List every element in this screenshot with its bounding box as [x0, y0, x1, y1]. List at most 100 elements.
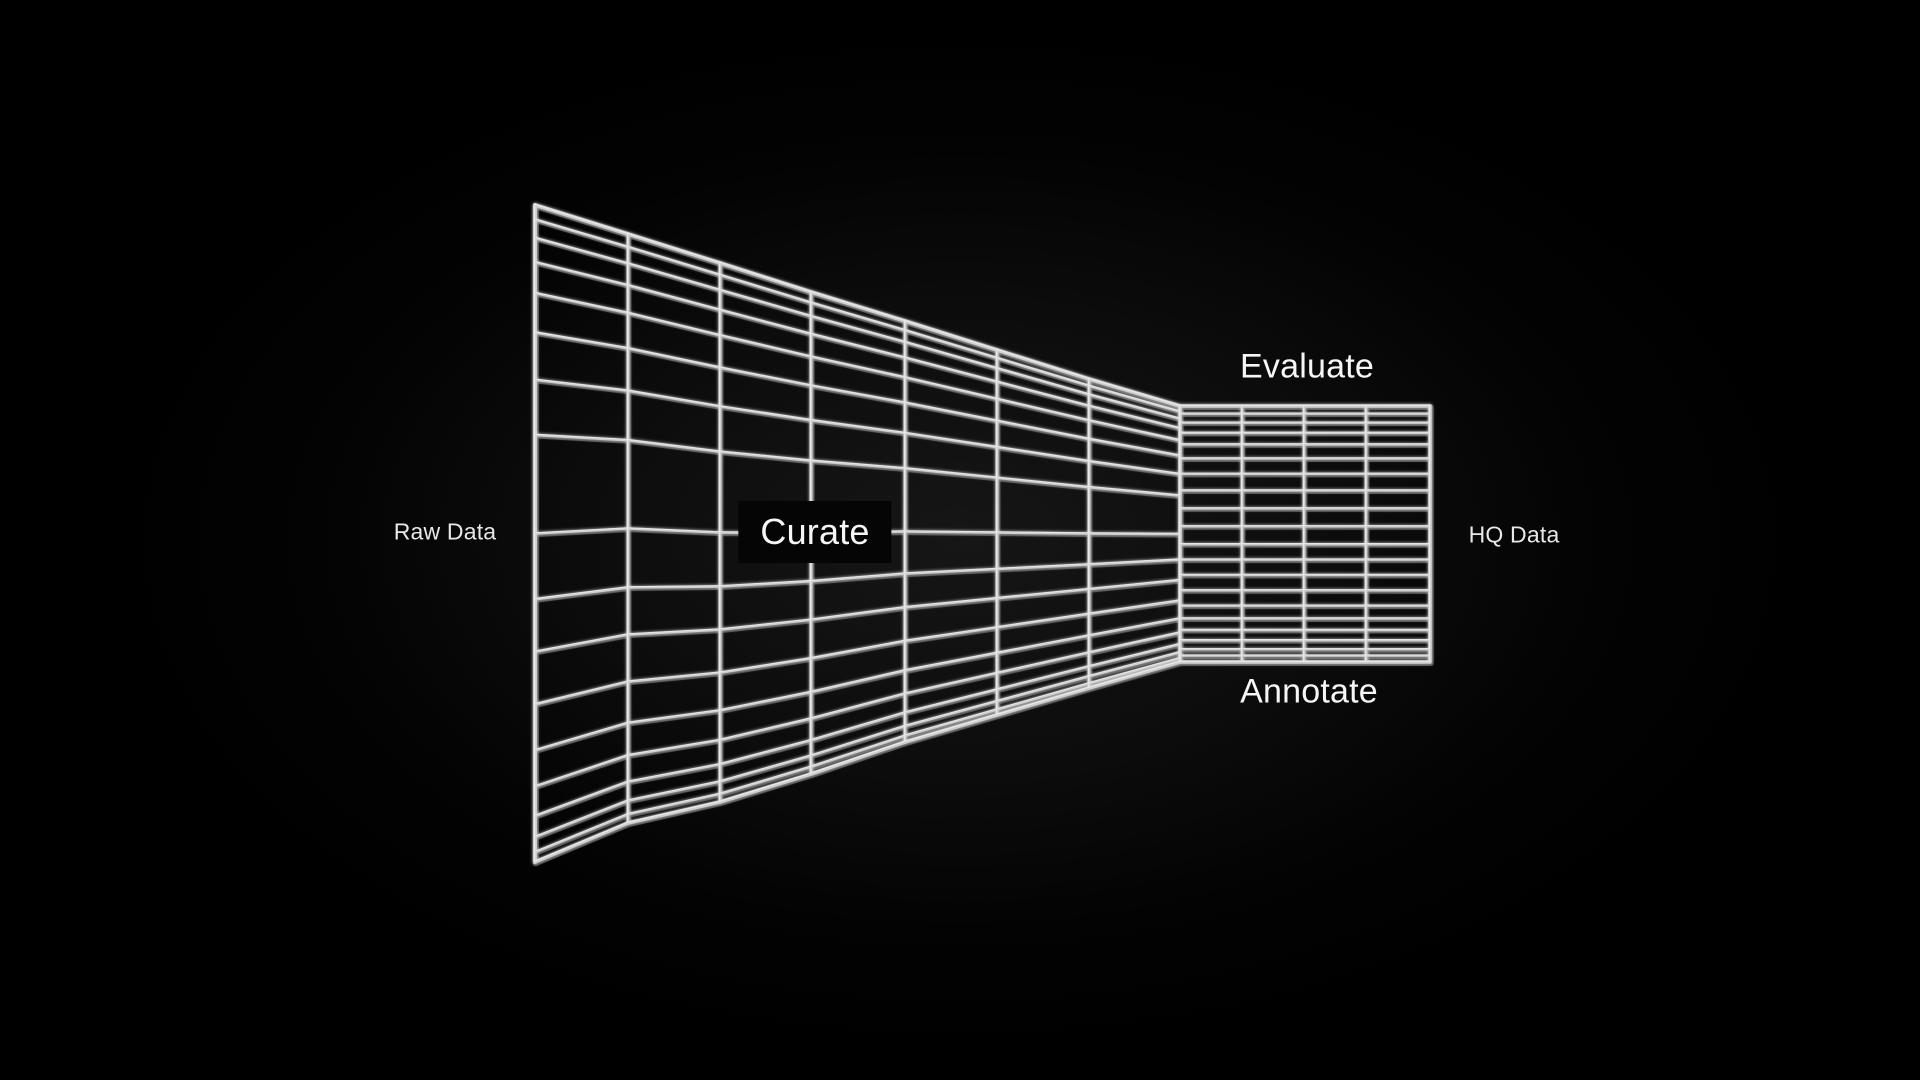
funnel-rail [1087, 650, 1182, 678]
funnel-rail [809, 639, 909, 662]
funnel-rail [627, 347, 721, 368]
funnel-rail [809, 692, 907, 720]
funnel-rail [904, 651, 998, 671]
funnel-rail [1088, 419, 1181, 441]
funnel-rail [995, 682, 1091, 711]
funnel-rail [996, 634, 1090, 653]
funnel-rail [533, 260, 630, 287]
funnel-rail [996, 380, 1090, 406]
funnel-rail [995, 634, 1093, 657]
funnel-rail [1087, 631, 1182, 654]
funnel-rail [1087, 656, 1184, 687]
funnel-rail [626, 780, 724, 805]
funnel-rail [534, 331, 629, 349]
funnel-rail [903, 708, 999, 737]
funnel-rail [995, 665, 1093, 694]
funnel-rail [810, 419, 906, 433]
funnel-rail [1088, 558, 1181, 565]
funnel-rail [627, 780, 721, 801]
funnel-rail [718, 308, 813, 336]
funnel-rail [995, 476, 1091, 489]
funnel-rail [1088, 617, 1181, 636]
funnel-rail [719, 366, 812, 386]
funnel-rail [809, 332, 907, 359]
funnel-rail [626, 262, 722, 292]
funnel-rail [995, 612, 1091, 629]
funnel-rail [718, 717, 815, 744]
funnel-rail [718, 405, 813, 422]
funnel-rail [809, 314, 907, 344]
funnel-rail [810, 724, 906, 756]
funnel-rail [534, 527, 629, 534]
funnel-rail [809, 669, 907, 694]
funnel-rail [627, 389, 721, 407]
funnel-rail [627, 709, 721, 723]
funnel-rail [534, 813, 629, 852]
wire-shadow-layer [532, 203, 1434, 867]
funnel-rail [903, 356, 999, 384]
funnel-rail [903, 688, 1001, 717]
funnel-rail [626, 800, 722, 825]
funnel-rail [1087, 459, 1182, 476]
funnel-rail [627, 284, 721, 310]
funnel-rail [626, 709, 722, 725]
funnel-rail [534, 799, 629, 837]
funnel-rail [627, 792, 721, 814]
funnel-rail [995, 674, 1091, 703]
funnel-rail [626, 283, 722, 312]
funnel-rail [995, 397, 1091, 422]
funnel-rail [904, 431, 998, 447]
funnel-rail [533, 799, 630, 839]
funnel-rail [810, 459, 906, 469]
funnel-rail [903, 530, 999, 534]
funnel-rail [995, 366, 1091, 396]
funnel-rail [903, 713, 998, 742]
funnel-rail [626, 389, 722, 408]
funnel-rail [534, 680, 629, 705]
funnel-rail [719, 405, 812, 420]
funnel-rail [533, 721, 632, 754]
funnel-rail [995, 675, 1093, 705]
funnel-rail [903, 340, 999, 370]
funnel-rail [627, 527, 721, 533]
funnel-rail [809, 734, 907, 769]
funnel-rail [533, 780, 632, 820]
funnel-rail [718, 765, 815, 798]
funnel-rail [996, 397, 1090, 421]
funnel-rail [995, 682, 1093, 714]
funnel-rail [626, 738, 724, 759]
hq-data-label: HQ Data [1468, 521, 1560, 548]
funnel-rail [809, 639, 907, 660]
funnel-rail [904, 329, 998, 358]
funnel-rail [626, 585, 722, 589]
funnel-rail [904, 708, 998, 736]
funnel-rail [1087, 599, 1182, 616]
funnel-rail [903, 713, 999, 744]
funnel-rail [719, 273, 812, 303]
funnel-rail [1087, 656, 1182, 685]
funnel-rail [809, 724, 909, 760]
funnel-rail [809, 605, 907, 622]
curate-label: Curate [738, 501, 892, 563]
funnel-rail [718, 772, 812, 802]
funnel-rail [626, 763, 724, 786]
funnel-rail [719, 690, 812, 711]
funnel-rail [810, 384, 906, 403]
funnel-rail [810, 332, 906, 358]
funnel-rail [903, 401, 999, 423]
funnel-rail [626, 738, 722, 757]
funnel-rail [1087, 532, 1182, 536]
funnel-rail [627, 763, 721, 782]
funnel-rail [1088, 404, 1181, 429]
funnel-rail [1087, 642, 1182, 668]
funnel-rail [533, 586, 630, 601]
funnel-rail [719, 657, 812, 673]
funnel-rail [810, 734, 906, 767]
funnel-rail [996, 675, 1090, 701]
funnel-rail [1088, 599, 1181, 614]
funnel-rail [534, 261, 629, 285]
funnel-rail [1088, 651, 1181, 677]
funnel-rail [809, 692, 909, 723]
funnel-rail [1088, 437, 1181, 456]
